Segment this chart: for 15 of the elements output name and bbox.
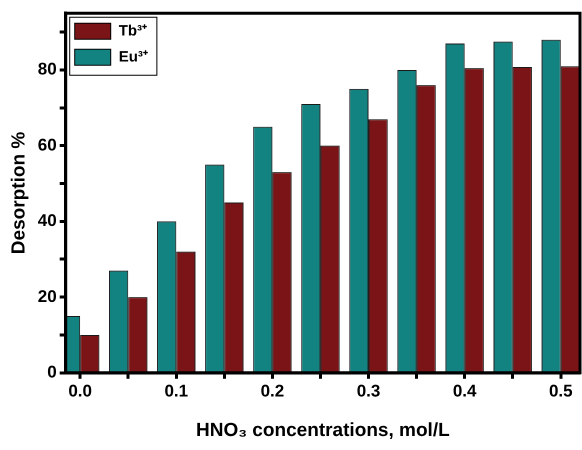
- x-axis-title: HNO₃ concentrations, mol/L: [196, 420, 450, 441]
- y-axis-title: Desorption %: [8, 132, 30, 254]
- x-tick-label: 0.3: [356, 382, 380, 401]
- x-tick-label: 0.2: [260, 382, 284, 401]
- y-tick-label: 60: [38, 135, 57, 154]
- x-tick-label: 0.4: [452, 382, 477, 401]
- x-tick-label: 0.0: [68, 382, 92, 401]
- y-tick-label: 20: [38, 286, 57, 306]
- legend-label: Eu³⁺: [118, 48, 148, 66]
- y-tick-label: 80: [38, 60, 57, 79]
- x-tick-label: 0.1: [164, 382, 188, 401]
- x-tick-label: 0.5: [548, 382, 573, 401]
- legend-label: Tb³⁺: [118, 22, 148, 40]
- y-tick-label: 40: [38, 211, 57, 230]
- y-tick-label: 0: [47, 362, 57, 382]
